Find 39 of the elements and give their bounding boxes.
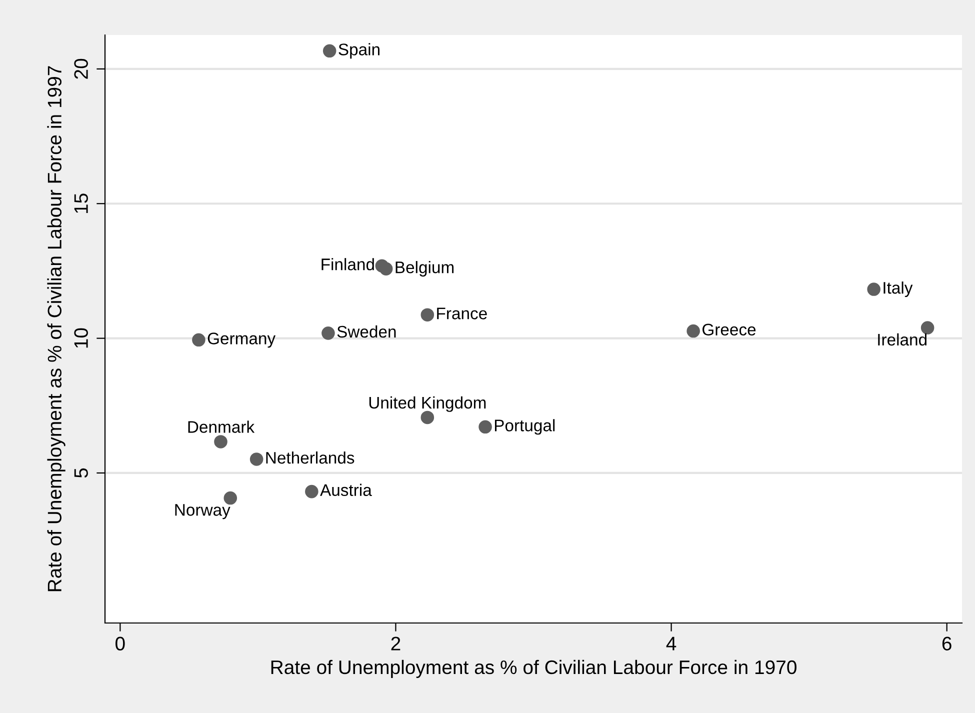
point: [322, 44, 336, 58]
annotation: Sweden: [337, 325, 396, 338]
annotation: Italy: [884, 282, 913, 298]
point: [322, 326, 335, 340]
point: [214, 435, 228, 448]
annotation: Finland: [322, 258, 374, 270]
annotation: France: [437, 308, 487, 320]
annotation: Denmark: [188, 420, 255, 433]
annotation: Ireland: [878, 333, 926, 346]
annotation: Greece: [702, 324, 756, 336]
x-tick-label: 0: [116, 636, 125, 650]
point: [420, 410, 434, 424]
annotation: Austria: [320, 484, 372, 496]
x-tick-label: 6: [942, 636, 952, 650]
point: [478, 420, 492, 434]
point: [379, 262, 393, 276]
point: [305, 484, 318, 498]
y-tick-label: 5: [74, 468, 88, 478]
annotation: Germany: [208, 332, 276, 348]
annotation: Spain: [338, 43, 380, 59]
point: [224, 491, 238, 505]
point: [686, 324, 700, 338]
point: [250, 452, 264, 466]
point: [420, 308, 434, 322]
y-tick-label: 15: [74, 194, 88, 213]
x-tick-label: 4: [666, 636, 676, 650]
annotation: Norway: [175, 504, 230, 520]
annotation: Belgium: [396, 261, 454, 277]
annotation: United Kingdom: [369, 396, 486, 412]
point: [920, 321, 934, 334]
point: [867, 282, 880, 296]
x-axis-title: Rate of Unemployment as % of Civilian Labour Force in 1970: [271, 660, 796, 678]
point: [192, 333, 206, 347]
y-axis-title: Rate of Unemployment as % of Civilian Labour Force in 1997: [47, 66, 66, 592]
annotation: Netherlands: [266, 451, 354, 464]
x-tick-label: 2: [391, 636, 400, 650]
y-tick-label: 20: [74, 58, 88, 79]
annotation: Portugal: [494, 419, 555, 435]
y-tick-label: 10: [74, 328, 88, 348]
